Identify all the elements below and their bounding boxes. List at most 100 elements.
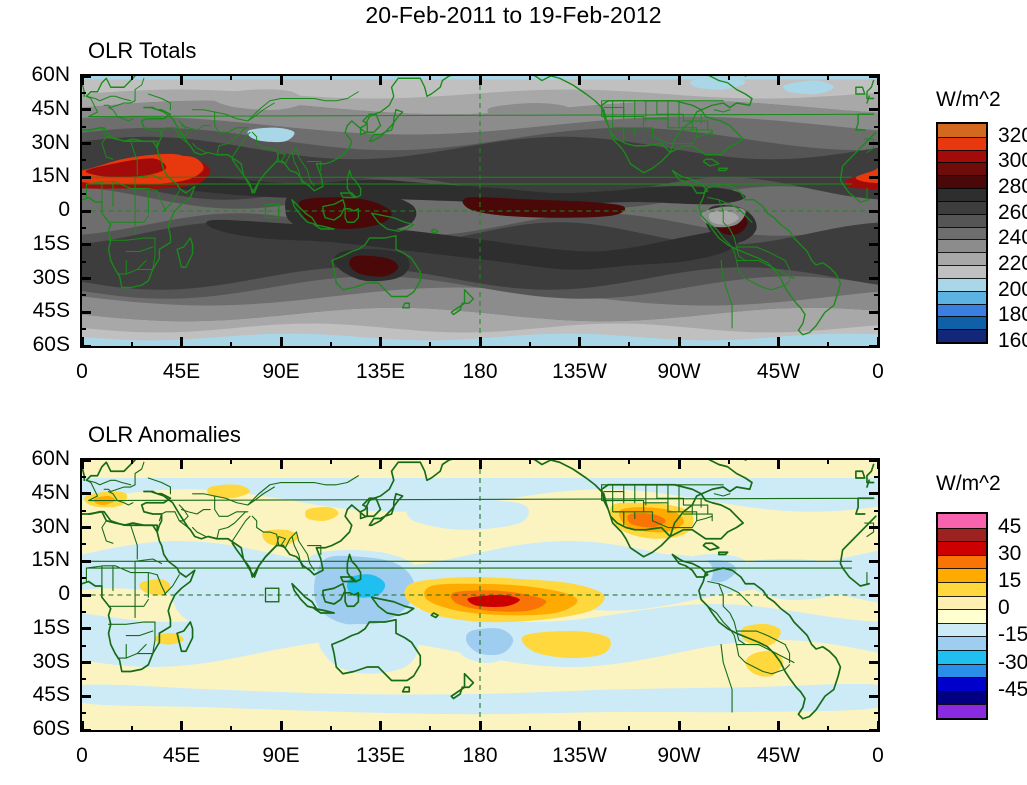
major-tick-lon — [677, 74, 681, 85]
lat-label: 60N — [31, 63, 70, 86]
minor-tick-lon — [230, 726, 233, 732]
colorbar-separator — [938, 582, 986, 583]
minor-tick-lon — [628, 342, 631, 348]
minor-tick-lat — [874, 125, 880, 128]
major-tick-lon — [180, 721, 183, 732]
lon-label: 90W — [657, 360, 701, 383]
colorbar-separator — [938, 136, 986, 138]
colorbar-band — [938, 595, 986, 610]
colorbar-band — [938, 239, 986, 253]
lon-label: 90W — [657, 744, 701, 767]
minor-tick-lat — [874, 475, 880, 478]
panel-title-totals: OLR Totals — [88, 38, 197, 63]
major-tick-lat — [869, 243, 880, 247]
colorbar-band — [938, 303, 986, 317]
map-anomalies-canvas — [82, 460, 878, 730]
major-tick-lat — [80, 458, 91, 462]
colorbar-separator — [938, 265, 986, 267]
panel-title-anomalies: OLR Anomalies — [88, 422, 241, 447]
colorbar-tick-label: 0 — [998, 596, 1010, 620]
major-tick-lon — [180, 337, 183, 348]
major-tick-lat — [869, 175, 880, 179]
minor-tick-lon — [230, 458, 233, 464]
minor-tick-lon — [329, 726, 332, 732]
major-tick-lat — [80, 142, 91, 145]
colorbar-separator — [938, 329, 986, 331]
colorbar-band — [938, 162, 986, 176]
major-tick-lon — [279, 458, 283, 469]
lat-label: 45S — [32, 299, 70, 323]
major-tick-lon — [478, 458, 482, 469]
minor-tick-lon — [329, 458, 332, 464]
lat-label: 45N — [31, 480, 70, 504]
colorbar-units-totals: W/m^2 — [936, 88, 1001, 111]
colorbar-separator — [938, 290, 986, 292]
colorbar-band — [938, 527, 986, 542]
major-tick-lon — [379, 458, 382, 469]
colorbar-separator — [938, 704, 986, 706]
colorbar-tick-label: 200 — [998, 277, 1027, 301]
colorbar-separator — [938, 677, 986, 679]
colorbar-separator — [938, 554, 986, 556]
minor-tick-lon — [628, 726, 631, 732]
colorbar-band — [938, 188, 986, 202]
major-tick-lat — [80, 694, 91, 698]
major-tick-lon — [876, 337, 880, 348]
minor-tick-lat — [874, 712, 880, 715]
minor-tick-lat — [874, 678, 880, 681]
minor-tick-lon — [528, 74, 531, 80]
lat-label: 15S — [32, 231, 70, 255]
major-tick-lat — [80, 277, 91, 280]
minor-tick-lat — [80, 294, 86, 297]
minor-tick-lon — [429, 342, 432, 348]
major-tick-lat — [869, 627, 880, 631]
major-tick-lat — [869, 142, 880, 145]
lat-label: 15N — [31, 548, 70, 572]
lon-label: 135E — [355, 744, 406, 767]
colorbar-tick-label: 280 — [998, 175, 1027, 199]
major-tick-lat — [80, 661, 91, 664]
map-olr-anomalies — [80, 458, 880, 732]
lon-label: 180 — [462, 360, 498, 383]
colorbar-tick-label: 220 — [998, 252, 1027, 276]
lon-label: 45W — [756, 744, 801, 767]
lon-label: 45E — [162, 744, 201, 767]
major-tick-lon — [677, 458, 681, 469]
minor-tick-lon — [528, 458, 531, 464]
minor-tick-lat — [80, 226, 86, 229]
colorbar-band — [938, 149, 986, 163]
major-tick-lat — [869, 108, 880, 112]
colorbar-band — [938, 554, 986, 569]
major-tick-lat — [869, 661, 880, 664]
colorbar-separator — [938, 252, 986, 254]
colorbar-band — [938, 514, 986, 529]
lon-label: 135W — [552, 360, 607, 383]
minor-tick-lat — [80, 125, 86, 128]
lat-label: 30N — [31, 514, 70, 538]
colorbar-separator — [938, 239, 986, 241]
minor-tick-lon — [230, 74, 233, 80]
minor-tick-lat — [80, 610, 86, 613]
minor-tick-lat — [80, 475, 86, 478]
minor-tick-lon — [429, 74, 432, 80]
major-tick-lat — [80, 74, 91, 78]
major-tick-lon — [777, 74, 780, 85]
major-tick-lat — [80, 209, 91, 213]
minor-tick-lat — [80, 678, 86, 681]
minor-tick-lat — [80, 644, 86, 647]
colorbar-band — [938, 124, 986, 138]
lon-label: 90E — [262, 744, 300, 767]
major-tick-lon — [578, 337, 581, 348]
minor-tick-lon — [429, 726, 432, 732]
major-tick-lat — [869, 209, 880, 213]
minor-tick-lon — [628, 74, 631, 80]
colorbar-tick-label: 260 — [998, 200, 1027, 224]
colorbar-band — [938, 541, 986, 556]
lat-label: 15N — [31, 164, 70, 188]
colorbar-separator — [938, 226, 986, 228]
colorbar-separator — [938, 568, 986, 570]
minor-tick-lon — [528, 726, 531, 732]
lon-label: 45E — [162, 360, 201, 383]
major-tick-lon — [876, 74, 880, 85]
colorbar-separator — [938, 162, 986, 164]
